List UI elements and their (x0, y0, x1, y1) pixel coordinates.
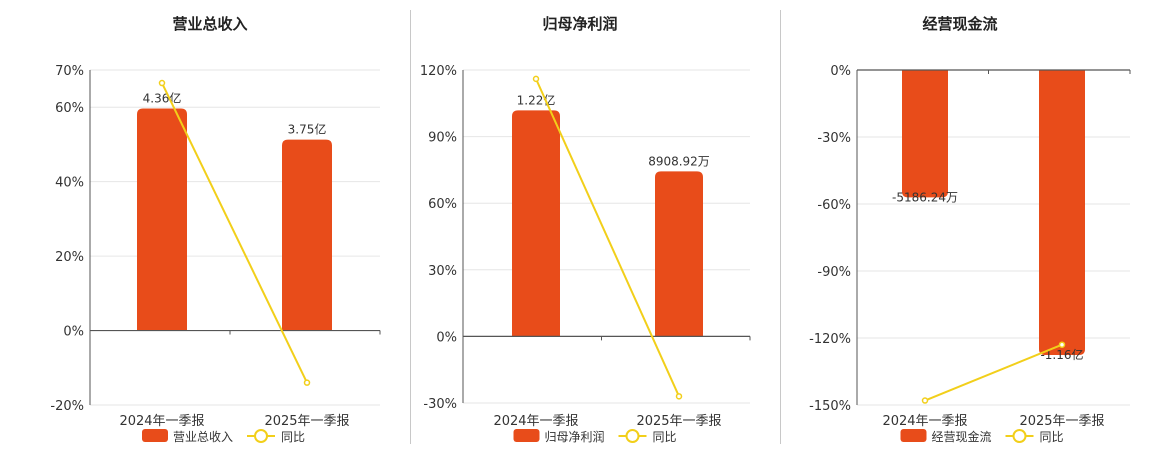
bar-label: -1.16亿 (1040, 347, 1083, 362)
legend-swatch-point (625, 429, 640, 443)
bar-label: 4.36亿 (143, 91, 182, 106)
legend-swatch-bar (142, 429, 168, 442)
y-tick-label: 40% (55, 176, 84, 191)
yoy-point (1058, 341, 1066, 348)
y-tick-label: 0% (830, 64, 851, 79)
y-tick-label: -90% (817, 265, 851, 280)
y-tick-label: -120% (809, 332, 851, 347)
legend-swatch-bar (513, 429, 540, 442)
y-tick-label: -30% (817, 131, 851, 146)
bar (137, 108, 187, 331)
x-tick-label: 2025年一季报 (264, 414, 349, 429)
y-tick-label: 20% (55, 250, 84, 265)
yoy-point (158, 79, 166, 87)
y-tick-label: -150% (809, 399, 851, 414)
x-tick-label: 2024年一季报 (493, 414, 578, 429)
y-tick-label: 120% (420, 64, 457, 79)
legend-label: 经营现金流 (932, 429, 992, 444)
chart-title: 归母净利润 (542, 15, 617, 33)
panel-divider (410, 10, 411, 444)
legend-label: 同比 (281, 430, 305, 444)
y-tick-label: 60% (55, 101, 84, 116)
x-tick-label: 2024年一季报 (119, 414, 204, 429)
y-tick-label: 70% (55, 64, 84, 79)
yoy-line (535, 78, 680, 397)
y-tick-label: 90% (428, 131, 457, 146)
bar (1039, 70, 1085, 355)
chart-title: 营业总收入 (172, 15, 247, 33)
bar-label: 1.22亿 (517, 92, 556, 107)
legend-label: 同比 (1040, 430, 1064, 444)
bar-label: -5186.24万 (892, 190, 958, 204)
legend-label: 营业总收入 (173, 430, 233, 444)
x-tick-label: 2024年一季报 (882, 414, 967, 429)
bar (512, 110, 560, 337)
x-tick-label: 2025年一季报 (1019, 414, 1104, 429)
y-tick-label: -30% (423, 397, 457, 412)
bar-label: 8908.92万 (648, 154, 710, 168)
yoy-point (921, 397, 929, 404)
y-tick-label: -60% (817, 198, 851, 213)
legend-label: 同比 (653, 430, 677, 444)
chart-title: 经营现金流 (922, 15, 997, 33)
y-tick-label: 60% (428, 197, 457, 212)
y-tick-label: -20% (50, 399, 84, 414)
legend-swatch-point (254, 429, 268, 443)
legend-swatch-bar (900, 429, 927, 442)
yoy-point (675, 393, 683, 400)
yoy-point (303, 379, 311, 386)
bar (655, 171, 703, 337)
y-tick-label: 0% (63, 325, 84, 340)
bar (902, 70, 948, 198)
yoy-line (161, 82, 308, 384)
bar (282, 139, 332, 331)
legend-label: 归母净利润 (545, 430, 605, 444)
bar-label: 3.75亿 (288, 122, 327, 137)
x-tick-label: 2025年一季报 (636, 414, 721, 429)
y-tick-label: 0% (436, 330, 457, 345)
legend-swatch-point (1012, 429, 1027, 443)
yoy-point (532, 75, 540, 83)
panel-divider (780, 10, 781, 444)
yoy-line (924, 343, 1063, 402)
y-tick-label: 30% (428, 264, 457, 279)
